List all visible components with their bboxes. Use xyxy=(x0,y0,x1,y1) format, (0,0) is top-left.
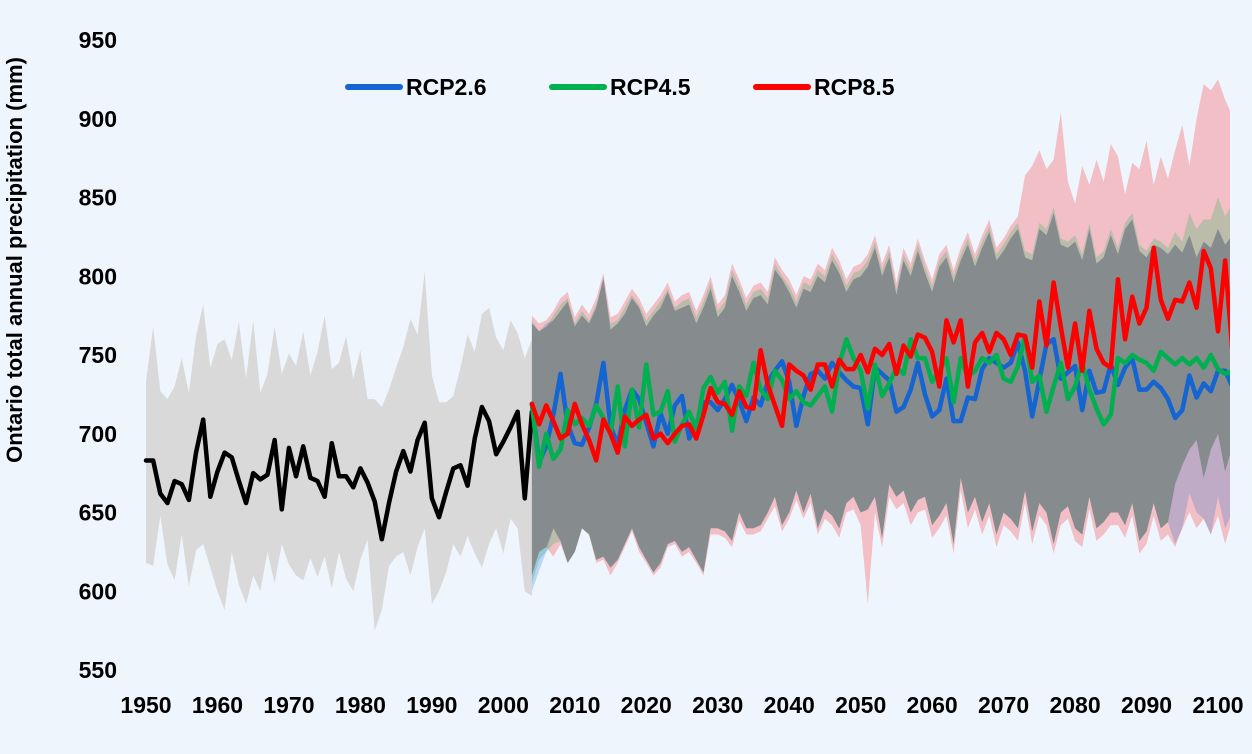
y-tick-label: 950 xyxy=(79,27,117,53)
y-tick-label: 850 xyxy=(79,185,117,211)
x-tick-label: 2100 xyxy=(1192,692,1243,718)
series-lines xyxy=(143,245,1230,542)
x-tick-label: 2050 xyxy=(835,692,886,718)
historical-line xyxy=(143,404,535,542)
rcp85-line xyxy=(529,245,1230,463)
x-tick-label: 2040 xyxy=(764,692,815,718)
legend: RCP2.6 RCP4.5 RCP8.5 xyxy=(345,74,895,100)
x-tick-label: 2010 xyxy=(549,692,600,718)
x-tick-label: 1980 xyxy=(335,692,386,718)
x-tick-label: 2000 xyxy=(478,692,529,718)
rcp26-line xyxy=(529,337,1230,465)
x-tick-label: 2080 xyxy=(1049,692,1100,718)
x-tick-label: 2020 xyxy=(621,692,672,718)
x-tick-label: 1970 xyxy=(263,692,314,718)
x-tick-label: 2070 xyxy=(978,692,1029,718)
x-tick-label: 1960 xyxy=(192,692,243,718)
y-axis-label: Ontario total annual precipitation (mm) xyxy=(2,57,27,463)
y-tick-label: 700 xyxy=(79,421,117,447)
y-tick-label: 750 xyxy=(79,342,117,368)
x-axis-ticks: 1950 1960 1970 1980 1990 2000 2010 2020 2030 2040… xyxy=(120,692,1243,718)
y-tick-label: 800 xyxy=(79,263,117,289)
x-tick-label: 1950 xyxy=(120,692,171,718)
y-tick-label: 600 xyxy=(79,578,117,604)
x-tick-label: 2090 xyxy=(1121,692,1172,718)
y-axis-ticks: 550 600 650 700 750 800 850 900 950 xyxy=(79,27,117,683)
y-tick-label: 900 xyxy=(79,106,117,132)
y-tick-label: 650 xyxy=(79,500,117,526)
legend-label-rcp85: RCP8.5 xyxy=(814,74,895,100)
x-tick-label: 2030 xyxy=(692,692,743,718)
legend-label-rcp26: RCP2.6 xyxy=(406,74,487,100)
historical-range-band xyxy=(146,271,532,631)
legend-label-rcp45: RCP4.5 xyxy=(610,74,691,100)
x-tick-label: 1990 xyxy=(406,692,457,718)
y-tick-label: 550 xyxy=(79,657,117,683)
rcp45-line xyxy=(529,333,1230,470)
x-tick-label: 2060 xyxy=(907,692,958,718)
